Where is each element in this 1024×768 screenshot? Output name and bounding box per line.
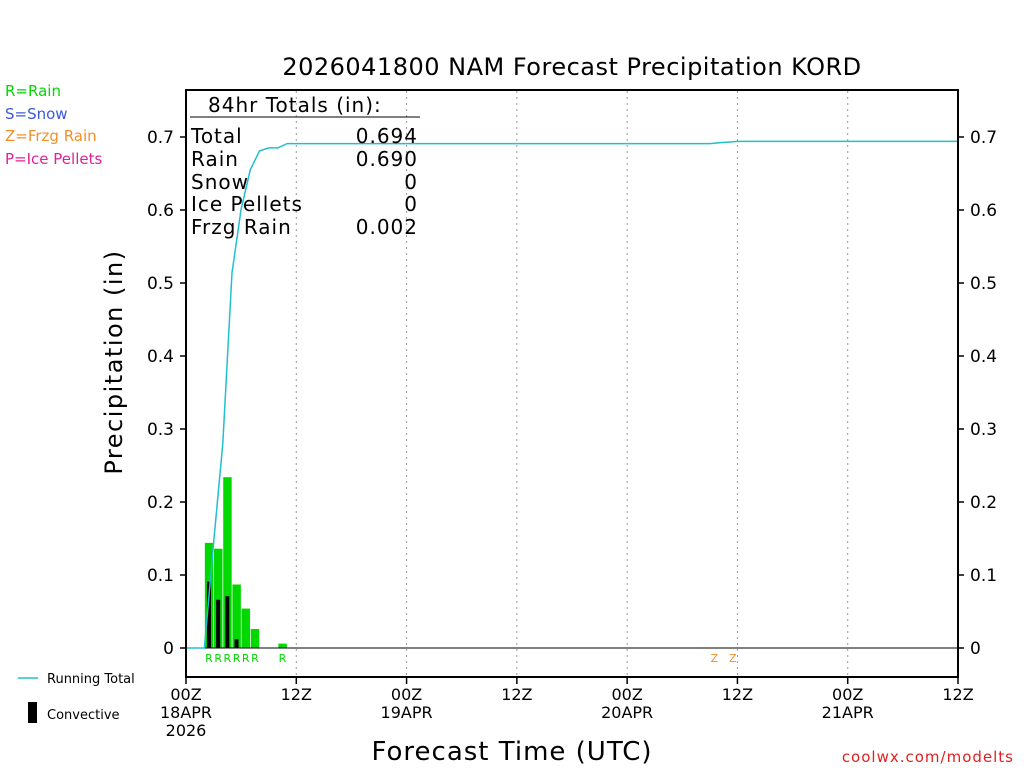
legend-convective-swatch [28, 702, 37, 723]
y-tick-label-left: 0.6 [147, 201, 174, 221]
totals-header: 84hr Totals (in): [208, 93, 382, 117]
x-tick-label: 21APR [822, 703, 874, 722]
ptype-marker: Z [729, 652, 737, 665]
x-tick-label: 00Z [170, 685, 201, 704]
convective-bar [216, 599, 221, 648]
totals-value-total: 0.694 [356, 124, 418, 148]
x-tick-label: 12Z [942, 685, 973, 704]
ptype-marker: R [233, 652, 241, 665]
ptype-marker: R [242, 652, 250, 665]
totals-value-ice-pellets: 0 [404, 192, 418, 216]
plot-frame [185, 89, 959, 678]
ptype-marker: Z [711, 652, 719, 665]
totals-value-rain: 0.690 [356, 147, 418, 171]
x-tick-label: 20APR [601, 703, 653, 722]
x-tick-label: 00Z [832, 685, 863, 704]
x-tick-label: 2026 [166, 721, 207, 740]
totals-label-total: Total [190, 124, 243, 148]
ptype-marker: R [214, 652, 222, 665]
legend-rain: R=Rain [5, 82, 61, 100]
y-tick-label-left: 0.1 [147, 566, 174, 586]
y-tick-label-right: 0.4 [970, 347, 997, 367]
chart-title: 2026041800 NAM Forecast Precipitation KO… [282, 53, 861, 81]
totals-label-ice-pellets: Ice Pellets [191, 192, 303, 216]
legend-ice-pellets: P=Ice Pellets [5, 150, 102, 168]
ptype-marker: R [224, 652, 232, 665]
running-total-line [186, 140, 958, 649]
precip-bar [278, 643, 287, 648]
legend-running-total: Running Total [47, 672, 135, 687]
y-tick-label-right: 0.2 [970, 493, 997, 513]
x-tick-label: 00Z [391, 685, 422, 704]
legend-snow: S=Snow [5, 105, 68, 123]
x-tick-label: 18APR [160, 703, 212, 722]
precip-bar [214, 548, 223, 648]
y-tick-label-left: 0.7 [147, 128, 174, 148]
totals-box: 84hr Totals (in): Total 0.694 Rain 0.690… [190, 93, 420, 239]
precip-bar [250, 629, 260, 648]
y-tick-label-right: 0 [970, 639, 981, 659]
x-tick-label: 19APR [381, 703, 433, 722]
precip-bar [232, 584, 241, 648]
x-axis-label: Forecast Time (UTC) [371, 737, 652, 767]
y-tick-label-left: 0.2 [147, 493, 174, 513]
convective-bar [225, 596, 230, 648]
legend-convective: Convective [47, 708, 120, 723]
y-tick-label-right: 0.7 [970, 128, 997, 148]
totals-label-frzg-rain: Frzg Rain [191, 215, 292, 239]
legend-frzg-rain: Z=Frzg Rain [5, 127, 97, 145]
y-tick-label-right: 0.3 [970, 420, 997, 440]
totals-value-snow: 0 [404, 170, 418, 194]
y-axis-ticks: 0 00.1 0.10.2 0.20.3 0.30.4 0.40.5 0.50.6 0.60.… [147, 128, 997, 659]
totals-label-rain: Rain [191, 147, 239, 171]
x-tick-label: 12Z [501, 685, 532, 704]
x-tick-label: 12Z [281, 685, 312, 704]
y-tick-label-left: 0.3 [147, 420, 174, 440]
x-tick-label: 00Z [611, 685, 642, 704]
credit-text: coolwx.com/modelts [842, 748, 1014, 766]
ptype-marker: R [251, 652, 259, 665]
y-tick-label-right: 0.6 [970, 201, 997, 221]
y-tick-label-left: 0 [163, 639, 174, 659]
gridlines [295, 91, 849, 676]
totals-label-snow: Snow [191, 170, 249, 194]
totals-value-frzg-rain: 0.002 [356, 215, 418, 239]
ptype-marker: R [205, 652, 213, 665]
convective-bars [206, 581, 239, 648]
convective-bar [206, 581, 211, 648]
precip-bar [223, 477, 232, 648]
x-tick-label: 12Z [722, 685, 753, 704]
y-tick-label-left: 0.5 [147, 274, 174, 294]
ptype-marker: R [279, 652, 287, 665]
y-tick-label-right: 0.5 [970, 274, 997, 294]
convective-bar [234, 639, 239, 648]
y-tick-label-right: 0.1 [970, 566, 997, 586]
y-tick-label-left: 0.4 [147, 347, 174, 367]
y-axis-label: Precipitation (in) [100, 249, 128, 474]
precip-bar [241, 608, 251, 648]
